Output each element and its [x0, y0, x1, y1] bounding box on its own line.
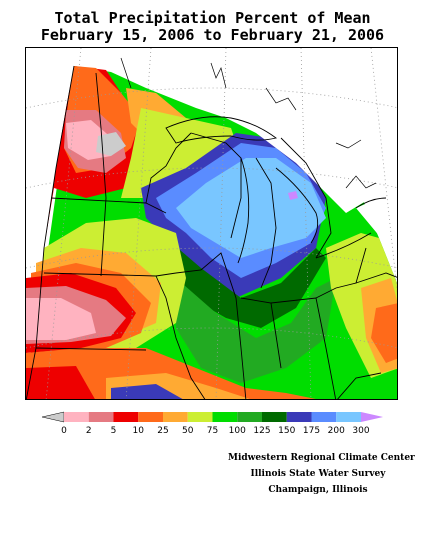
legend-label: 50 [182, 426, 194, 436]
legend-swatch [212, 412, 238, 422]
legend-swatch [88, 412, 114, 422]
legend-label: 5 [111, 426, 117, 436]
credit-line-3: Champaign, Illinois [268, 485, 368, 495]
region-illinois-green [176, 278, 336, 383]
region-ohio-red-orange [371, 303, 397, 363]
region-east-no-data [356, 198, 397, 261]
region-south-blue [111, 384, 183, 399]
credits: Midwestern Regional Climate Center Illin… [228, 450, 415, 498]
region-south-orange [26, 348, 316, 399]
state-boundaries [26, 65, 397, 399]
legend-swatch [41, 411, 65, 423]
lake-outlines [165, 116, 387, 264]
legend-swatch [64, 412, 89, 422]
region-michigan-violet [288, 191, 298, 200]
region-north-grey [96, 132, 126, 156]
legend-labels: 0 2 5 10 25 50 75 100 125 150 175 200 300 [61, 426, 370, 436]
map-title-line-2: February 15, 2006 to February 21, 2006 [40, 26, 385, 44]
graticule-lines [26, 48, 397, 399]
color-legend: 0 2 5 10 25 50 75 100 125 150 175 200 300 [41, 411, 383, 436]
legend-swatch [336, 412, 361, 422]
legend-label: 75 [207, 426, 218, 436]
map-title-line-1: Total Precipitation Percent of Mean [54, 9, 371, 27]
legend-label: 2 [86, 426, 92, 436]
legend-label: 25 [157, 426, 168, 436]
legend-label: 10 [133, 426, 145, 436]
legend-label: 125 [253, 426, 270, 436]
legend-label: 175 [303, 426, 320, 436]
legend-label: 300 [352, 426, 369, 436]
credit-line-2: Illinois State Water Survey [250, 469, 386, 479]
region-great-lakes-light-blue [176, 158, 326, 258]
legend-label: 150 [278, 426, 295, 436]
legend-swatch [361, 412, 383, 422]
region-south-red [26, 366, 95, 399]
legend-swatch [237, 412, 262, 422]
precipitation-map [25, 47, 398, 400]
legend-label: 100 [229, 426, 246, 436]
legend-swatch [113, 412, 139, 422]
region-illinois-dark-green [161, 238, 326, 328]
legend-swatch [138, 412, 163, 422]
legend-label: 0 [61, 426, 67, 436]
precipitation-map-canvas [26, 48, 397, 399]
region-ontario-no-data [216, 88, 379, 213]
legend-swatches [41, 411, 383, 423]
canada-outlines [120, 57, 377, 189]
region-plains-light-pink [26, 298, 96, 340]
region-wisconsin-yellowgreen [121, 108, 241, 198]
legend-swatch [163, 412, 188, 422]
credit-line-1: Midwestern Regional Climate Center [228, 453, 415, 463]
legend-swatch [187, 412, 213, 422]
legend-swatch [262, 412, 287, 422]
legend-swatch [286, 412, 312, 422]
legend-label: 200 [328, 426, 345, 436]
legend-swatch [311, 412, 337, 422]
